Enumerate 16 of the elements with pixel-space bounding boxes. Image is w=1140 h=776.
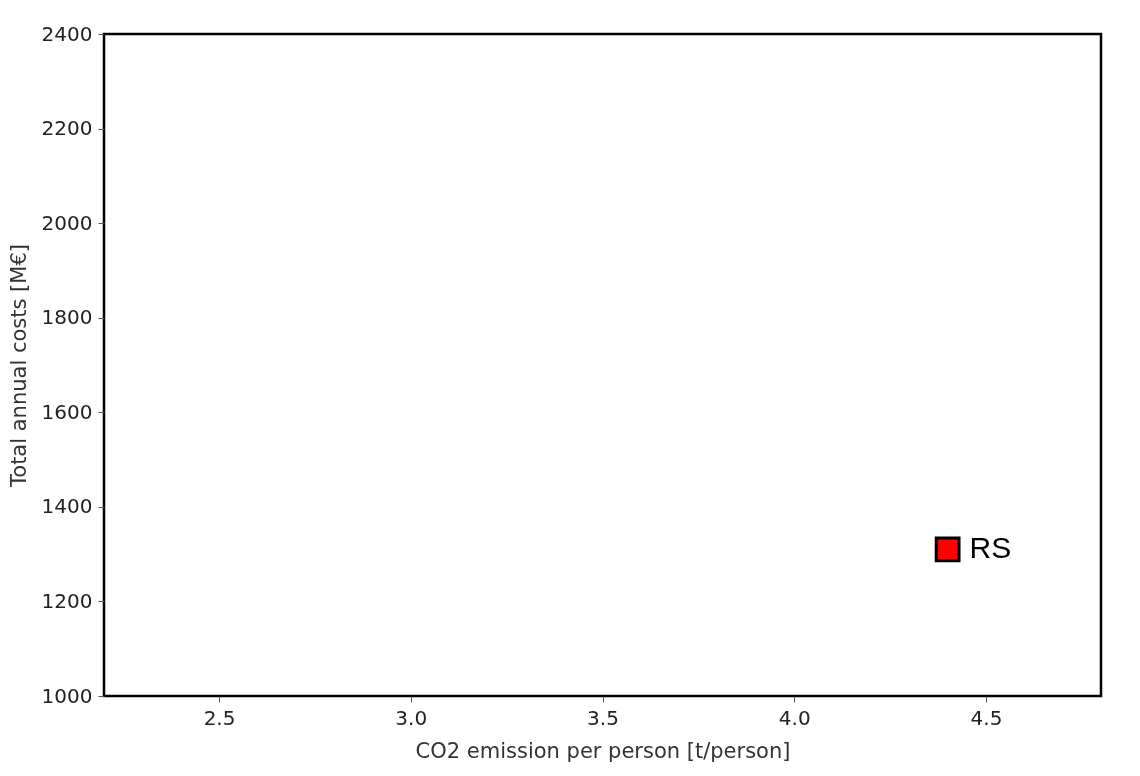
y-tick-label: 1200 bbox=[41, 588, 93, 613]
x-tick-label: 3.5 bbox=[587, 705, 619, 730]
y-tick-label: 1000 bbox=[41, 683, 93, 708]
x-axis-title: CO2 emission per person [t/person] bbox=[415, 738, 791, 763]
annotation: RS bbox=[969, 531, 1012, 565]
y-tick-label: 2400 bbox=[41, 21, 93, 46]
y-axis-title: Total annual costs [M€] bbox=[6, 244, 31, 488]
y-tick-label: 1400 bbox=[41, 494, 93, 519]
x-tick-label: 2.5 bbox=[203, 705, 236, 730]
y-tick-label: 2200 bbox=[41, 116, 93, 141]
x-tick-label: 4.5 bbox=[970, 705, 1003, 730]
x-tick-label: 4.0 bbox=[778, 705, 811, 730]
y-tick-label: 1600 bbox=[41, 399, 93, 424]
x-tick-label: 3.0 bbox=[395, 705, 428, 730]
y-tick-label: 1800 bbox=[41, 305, 93, 330]
y-tick-label: 2000 bbox=[41, 210, 93, 235]
